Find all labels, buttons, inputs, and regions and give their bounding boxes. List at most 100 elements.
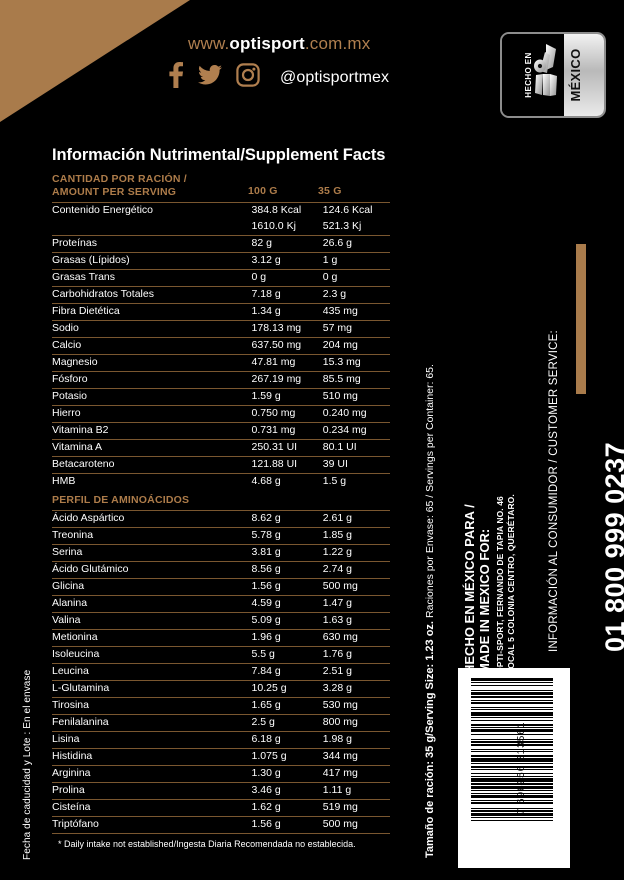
social-handle[interactable]: @optisportmex xyxy=(280,68,390,86)
barcode-bar xyxy=(471,682,553,683)
table-row: Prolina 3.46 g 1.11 g xyxy=(52,782,390,800)
barcode-bar xyxy=(471,755,553,757)
table-row: Carbohidratos Totales 7.18 g 2.3 g xyxy=(52,286,390,304)
barcode-bar xyxy=(471,685,553,686)
barcode-bar xyxy=(471,690,553,691)
facebook-icon[interactable] xyxy=(168,62,184,93)
barcode-bar xyxy=(471,782,553,783)
website-url[interactable]: www.optisport.com.mx xyxy=(188,34,371,54)
barcode-bar xyxy=(471,726,553,727)
nutrient-value-35g: 1.47 g xyxy=(322,595,390,613)
nutrient-value-100g: 0.750 mg xyxy=(251,405,323,423)
barcode-bar xyxy=(471,744,553,746)
barcode-bar xyxy=(471,724,553,726)
nutrient-name: Potasio xyxy=(52,388,252,406)
barcode-bar xyxy=(471,757,553,758)
nutrient-value-35g: 0.240 mg xyxy=(322,405,390,423)
barcode-bar xyxy=(471,778,553,782)
expiry-and-lot-text: Fecha de caducidad y Lote : En el envase xyxy=(22,669,33,860)
nutrient-value-35g: 26.6 g xyxy=(322,235,390,253)
nutrient-value-100g: 5.5 g xyxy=(251,646,323,664)
barcode: 7 696956 813561 xyxy=(458,668,570,868)
nutrient-value-35g: 124.6 Kcal xyxy=(322,202,390,219)
table-row: Metionina 1.96 g 630 mg xyxy=(52,629,390,647)
nutrient-name: Magnesio xyxy=(52,354,252,372)
barcode-bar xyxy=(471,718,553,720)
badge-right-silver-area xyxy=(564,34,604,116)
nutrient-value-35g: 2.3 g xyxy=(322,286,390,304)
barcode-bar xyxy=(471,691,553,692)
amount-per-serving-heading: CANTIDAD POR RACIÓN / AMOUNT PER SERVING xyxy=(52,173,187,198)
table-row: Fósforo 267.19 mg 85.5 mg xyxy=(52,371,390,389)
nutrient-value-100g: 250.31 UI xyxy=(251,439,323,457)
nutrient-name: Betacaroteno xyxy=(52,456,252,474)
table-row: Magnesio 47.81 mg 15.3 mg xyxy=(52,354,390,372)
barcode-bar xyxy=(471,817,553,818)
nutrient-value-100g: 47.81 mg xyxy=(251,354,323,372)
table-column-header: CANTIDAD POR RACIÓN / AMOUNT PER SERVING… xyxy=(52,173,390,202)
nutrient-name: Ácido Glutámico xyxy=(52,561,252,579)
nutrient-name: Treonina xyxy=(52,527,252,545)
nutrient-value-35g: 15.3 mg xyxy=(322,354,390,372)
nutrient-name: Triptófano xyxy=(52,816,252,834)
table-row: Alanina 4.59 g 1.47 g xyxy=(52,595,390,613)
table-row: Arginina 1.30 g 417 mg xyxy=(52,765,390,783)
nutrient-name: Proteínas xyxy=(52,235,252,253)
nutrient-value-35g: 417 mg xyxy=(322,765,390,783)
table-row: Ácido Aspártico 8.62 g 2.61 g xyxy=(52,510,390,528)
nutrient-value-35g: 344 mg xyxy=(322,748,390,766)
nutrient-value-35g: 2.61 g xyxy=(322,510,390,528)
barcode-bar xyxy=(471,732,553,734)
nutrient-name: Glicina xyxy=(52,578,252,596)
barcode-bar xyxy=(471,790,553,791)
nutrient-value-35g: 1.5 g xyxy=(322,473,390,490)
barcode-bar xyxy=(471,793,553,794)
barcode-bar xyxy=(471,683,553,685)
amount-heading-line-2: AMOUNT PER SERVING xyxy=(52,185,177,198)
barcode-bar xyxy=(471,695,553,696)
table-row: HMB 4.68 g 1.5 g xyxy=(52,473,390,490)
nutrient-name: Contenido Energético xyxy=(52,202,252,219)
barcode-bar xyxy=(471,746,553,749)
nutrient-value-100g: 267.19 mg xyxy=(251,371,323,389)
nutrient-value-35g: 3.28 g xyxy=(322,680,390,698)
nutrient-value-35g: 39 UI xyxy=(322,456,390,474)
daily-intake-footnote: * Daily intake not established/Ingesta D… xyxy=(58,839,356,849)
barcode-bar xyxy=(471,716,553,717)
nutrient-value-35g: 204 mg xyxy=(322,337,390,355)
table-row: Leucina 7.84 g 2.51 g xyxy=(52,663,390,681)
nutrient-name: Grasas Trans xyxy=(52,269,252,287)
nutrient-value-100g: 7.18 g xyxy=(251,286,323,304)
column-header-35g: 35 G xyxy=(318,185,342,197)
customer-service-phone[interactable]: 01 800 999 0237 xyxy=(600,441,624,652)
barcode-bar xyxy=(471,791,553,793)
nutrient-value-100g: 8.56 g xyxy=(251,561,323,579)
barcode-bar xyxy=(471,681,553,682)
nutrient-value-100g: 0.731 mg xyxy=(251,422,323,440)
barcode-bar xyxy=(471,707,553,708)
table-row: Valina 5.09 g 1.63 g xyxy=(52,612,390,630)
nutrient-value-100g: 5.09 g xyxy=(251,612,323,630)
nutrient-value-100g: 1.59 g xyxy=(251,388,323,406)
nutrient-name: Vitamina A xyxy=(52,439,252,457)
nutrient-value-35g: 2.51 g xyxy=(322,663,390,681)
barcode-bar xyxy=(471,777,553,778)
twitter-icon[interactable] xyxy=(198,64,222,91)
column-header-100g: 100 G xyxy=(248,185,278,197)
instagram-icon[interactable] xyxy=(236,63,260,92)
eagle-logo-icon xyxy=(534,44,557,96)
table-row: Isoleucina 5.5 g 1.76 g xyxy=(52,646,390,664)
nutrient-name: Alanina xyxy=(52,595,252,613)
serving-size-bold: Tamaño de ración: 35 g/Serving Size: 1.2… xyxy=(424,621,436,858)
table-row: Potasio 1.59 g 510 mg xyxy=(52,388,390,406)
nutrient-value-100g: 3.81 g xyxy=(251,544,323,562)
nutrient-name: Sodio xyxy=(52,320,252,338)
barcode-bar xyxy=(471,789,553,790)
nutrient-value-100g-kj: 1610.0 Kj xyxy=(251,220,296,232)
table-row: Vitamina B2 0.731 mg 0.234 mg xyxy=(52,422,390,440)
nutrient-value-100g: 0 g xyxy=(251,269,323,287)
nutrient-value-100g: 1.56 g xyxy=(251,578,323,596)
badge-hecho-en-text: HECHO EN xyxy=(524,52,534,98)
